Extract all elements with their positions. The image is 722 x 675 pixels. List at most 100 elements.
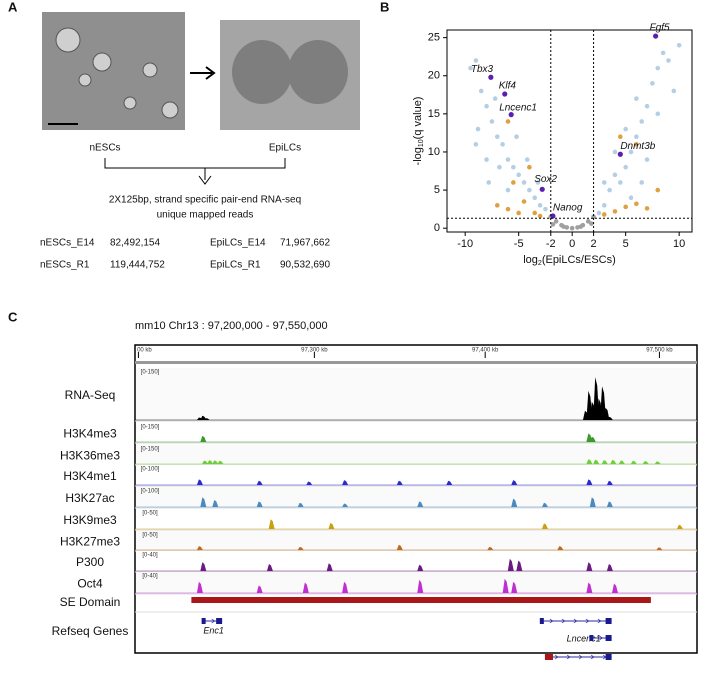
strand-arrow [554, 654, 559, 660]
track-bg [136, 465, 696, 485]
point [475, 126, 481, 132]
point [500, 142, 505, 147]
signal-peak [586, 562, 593, 571]
track-name: H3K9me3 [63, 513, 117, 527]
track-name: H3K27me3 [60, 535, 120, 549]
track-bg [136, 572, 696, 593]
track-name: H3K27ac [65, 491, 114, 505]
track-bg [136, 445, 696, 464]
point [511, 164, 516, 170]
gene-exon [605, 654, 612, 660]
x-tick-label: -2 [546, 238, 556, 250]
point [505, 187, 511, 193]
axis-label: -log10(q value) [412, 97, 425, 166]
axis-label-part: (EpiLCs/ESCs) [542, 254, 616, 266]
signal-peak [630, 460, 637, 464]
signal-peak [642, 460, 649, 464]
point [601, 180, 607, 185]
point [561, 224, 566, 229]
image-label: EpiLCs [269, 143, 301, 154]
signal-peak [516, 560, 523, 571]
gene-exon [201, 618, 206, 624]
point [618, 180, 623, 185]
x-tick-label: 5 [623, 238, 629, 250]
se-domain [191, 597, 651, 603]
panel-letter: B [380, 0, 389, 14]
strand-arrow [585, 618, 590, 624]
point [550, 213, 556, 219]
signal-peak [511, 581, 518, 593]
point [601, 203, 607, 208]
point [511, 180, 516, 185]
signal-peak [207, 460, 214, 464]
signal-peak [196, 581, 203, 593]
signal-peak [302, 582, 309, 593]
point [484, 157, 489, 162]
point [527, 164, 532, 170]
signal-peak [328, 522, 335, 529]
point [537, 203, 543, 208]
signal-peak [593, 459, 600, 464]
point [468, 65, 473, 71]
axis-label-part: 2 [538, 260, 542, 267]
gene-exon [589, 635, 594, 641]
point [634, 96, 639, 101]
axis-label-part: -log [412, 147, 424, 165]
point [569, 225, 575, 231]
plot-frame [446, 29, 693, 233]
track-range: [0-40] [142, 574, 158, 580]
signal-peak [606, 501, 613, 507]
point [644, 103, 650, 109]
signal-peak [612, 583, 619, 593]
signal-peak [511, 480, 518, 485]
signal-peak [600, 386, 607, 420]
strand-arrow [602, 654, 607, 660]
point [473, 142, 479, 147]
point [601, 212, 607, 217]
point [521, 180, 527, 185]
gene-exon [605, 635, 612, 641]
point [623, 126, 628, 132]
ruler-label: 97,500 kb [646, 348, 673, 354]
track-range: [0-100] [141, 489, 160, 495]
point [535, 180, 541, 185]
signal-peak [589, 497, 596, 507]
point [578, 224, 584, 229]
gene-label: Lncenc1 [499, 102, 537, 113]
point [505, 157, 511, 162]
point [514, 134, 519, 140]
signal-peak [417, 579, 424, 593]
strand-arrow [590, 654, 595, 660]
y-tick-label: 10 [428, 146, 440, 158]
strand-arrow [561, 618, 566, 624]
gene-label: Nanog [553, 203, 583, 214]
axis-label-part: 10 [418, 139, 425, 147]
point [639, 180, 645, 185]
signal-peak [342, 581, 349, 593]
signal-peak [297, 546, 304, 550]
signal-peak [446, 480, 453, 485]
browser-frame [134, 344, 698, 654]
track-bg [136, 509, 696, 529]
signal-peak [417, 501, 424, 507]
point [628, 195, 634, 200]
strand-arrow [573, 618, 578, 624]
point [478, 88, 484, 94]
point [660, 50, 666, 56]
reads-cell: nESCs_R1 [40, 260, 90, 271]
y-tick-label: 5 [434, 184, 440, 196]
point [612, 209, 618, 214]
x-tick-label: 2 [591, 238, 597, 250]
point [508, 112, 514, 118]
signal-peak [396, 480, 403, 485]
signal-peak [268, 519, 275, 529]
signal-peak [606, 480, 613, 485]
point [655, 111, 661, 117]
signal-peak [297, 502, 304, 507]
gene-exon [539, 618, 544, 624]
gene-name: Enc1 [203, 625, 224, 635]
point [607, 187, 612, 193]
signal-peak [511, 498, 518, 507]
signal-peak [200, 497, 207, 507]
